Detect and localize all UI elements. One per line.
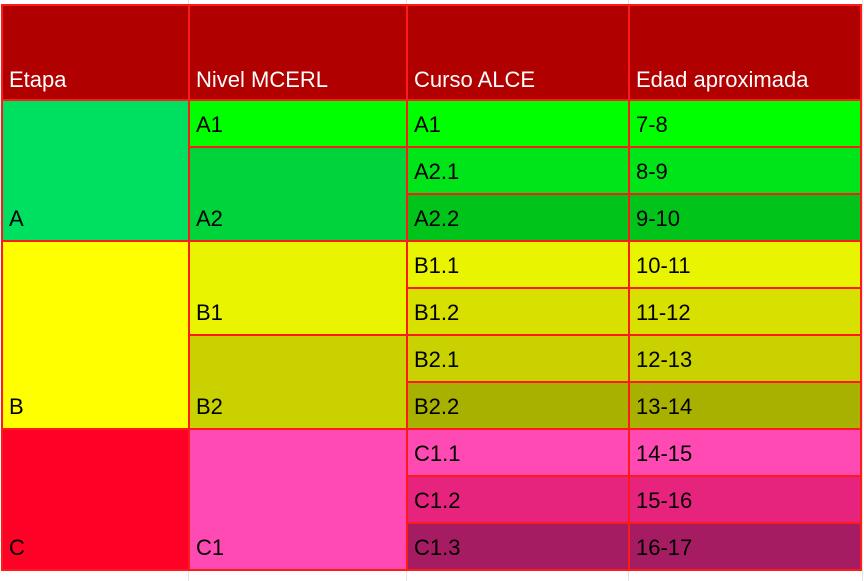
table-row: A2.2 9-10 [2,193,862,242]
cell-curso-alce[interactable]: C1.2 [406,475,630,524]
etapa-label: C [9,535,25,560]
table-row: B2 B2.1 12-13 [2,334,862,430]
table-row: B B1 B1.1 10-11 [1,240,862,430]
cell-curso-alce[interactable]: C1.3 [406,522,630,571]
nivel-label: A2 [196,206,223,231]
edad-label: 16-17 [636,535,693,560]
table-row: A A1 A1 7-8 [1,99,862,242]
cell-etapa[interactable]: C [1,428,190,571]
cell-nivel-mcerl[interactable]: B2 [188,334,408,430]
etapa-label: A [9,206,24,231]
cell-nivel-mcerl[interactable]: A1 [188,99,408,148]
cell-curso-alce[interactable]: B2.2 [406,381,630,430]
header-curso-alce[interactable]: Curso ALCE [406,4,630,101]
cell-edad[interactable]: 14-15 [628,428,862,477]
cell-curso-alce[interactable]: A2.1 [406,146,630,195]
cell-edad[interactable]: 10-11 [628,240,862,289]
curso-label: A2.2 [414,206,460,231]
curso-label: C1.1 [414,441,461,466]
curso-label: B2.2 [414,394,460,419]
cell-edad[interactable]: 11-12 [628,287,862,336]
nivel-label: C1 [196,535,225,560]
table-row: B2.2 13-14 [2,381,862,430]
edad-label: 8-9 [636,159,668,184]
cell-edad[interactable]: 8-9 [628,146,862,195]
cell-curso-alce[interactable]: A2.2 [406,193,630,242]
curso-label: C1.3 [414,535,461,560]
cell-nivel-mcerl[interactable]: A2 [188,146,408,242]
edad-label: 9-10 [636,206,681,231]
edad-label: 11-12 [636,300,691,325]
nivel-label: A1 [196,112,223,137]
cell-edad[interactable]: 7-8 [628,99,862,148]
cell-etapa[interactable]: B [1,240,190,430]
curso-label: A2.1 [414,159,460,184]
cell-edad[interactable]: 9-10 [628,193,862,242]
curso-label: C1.2 [414,488,461,513]
nivel-label: B1 [196,300,223,325]
cell-curso-alce[interactable]: B2.1 [406,334,630,383]
cell-etapa[interactable]: A [1,99,190,242]
cell-edad[interactable]: 16-17 [628,522,862,571]
edad-label: 7-8 [636,112,668,137]
nivel-label: B2 [196,394,223,419]
cell-curso-alce[interactable]: C1.1 [406,428,630,477]
edad-label: 14-15 [636,441,693,466]
etapa-label: B [9,394,24,419]
curso-label: B1.2 [414,300,460,325]
alce-levels-table: Etapa Nivel MCERL Curso ALCE Edad aproxi… [1,4,862,571]
table-row: C C1 C1.1 14-15 [1,428,862,571]
cell-curso-alce[interactable]: A1 [406,99,630,148]
curso-label: B1.1 [414,253,460,278]
table-row: A2 A2.1 8-9 [2,146,862,242]
cell-edad[interactable]: 12-13 [628,334,862,383]
header-row: Etapa Nivel MCERL Curso ALCE Edad aproxi… [1,4,862,101]
curso-label: A1 [414,112,441,137]
cell-nivel-mcerl[interactable]: C1 [188,428,408,571]
edad-label: 12-13 [636,347,693,372]
table-row: B1.2 11-12 [2,287,862,336]
cell-curso-alce[interactable]: B1.1 [406,240,630,289]
header-etapa[interactable]: Etapa [1,4,190,101]
edad-label: 15-16 [636,488,693,513]
cell-edad[interactable]: 13-14 [628,381,862,430]
header-nivel-mcerl[interactable]: Nivel MCERL [188,4,408,101]
cell-curso-alce[interactable]: B1.2 [406,287,630,336]
curso-label: B2.1 [414,347,460,372]
table-row: C1.3 16-17 [2,522,862,571]
header-edad-aproximada[interactable]: Edad aproximada [628,4,862,101]
table-row: C1.2 15-16 [2,475,862,524]
edad-label: 13-14 [636,394,693,419]
cell-nivel-mcerl[interactable]: B1 [188,240,408,336]
edad-label: 10-11 [636,253,691,278]
sheet-gridline [862,0,863,581]
cell-edad[interactable]: 15-16 [628,475,862,524]
